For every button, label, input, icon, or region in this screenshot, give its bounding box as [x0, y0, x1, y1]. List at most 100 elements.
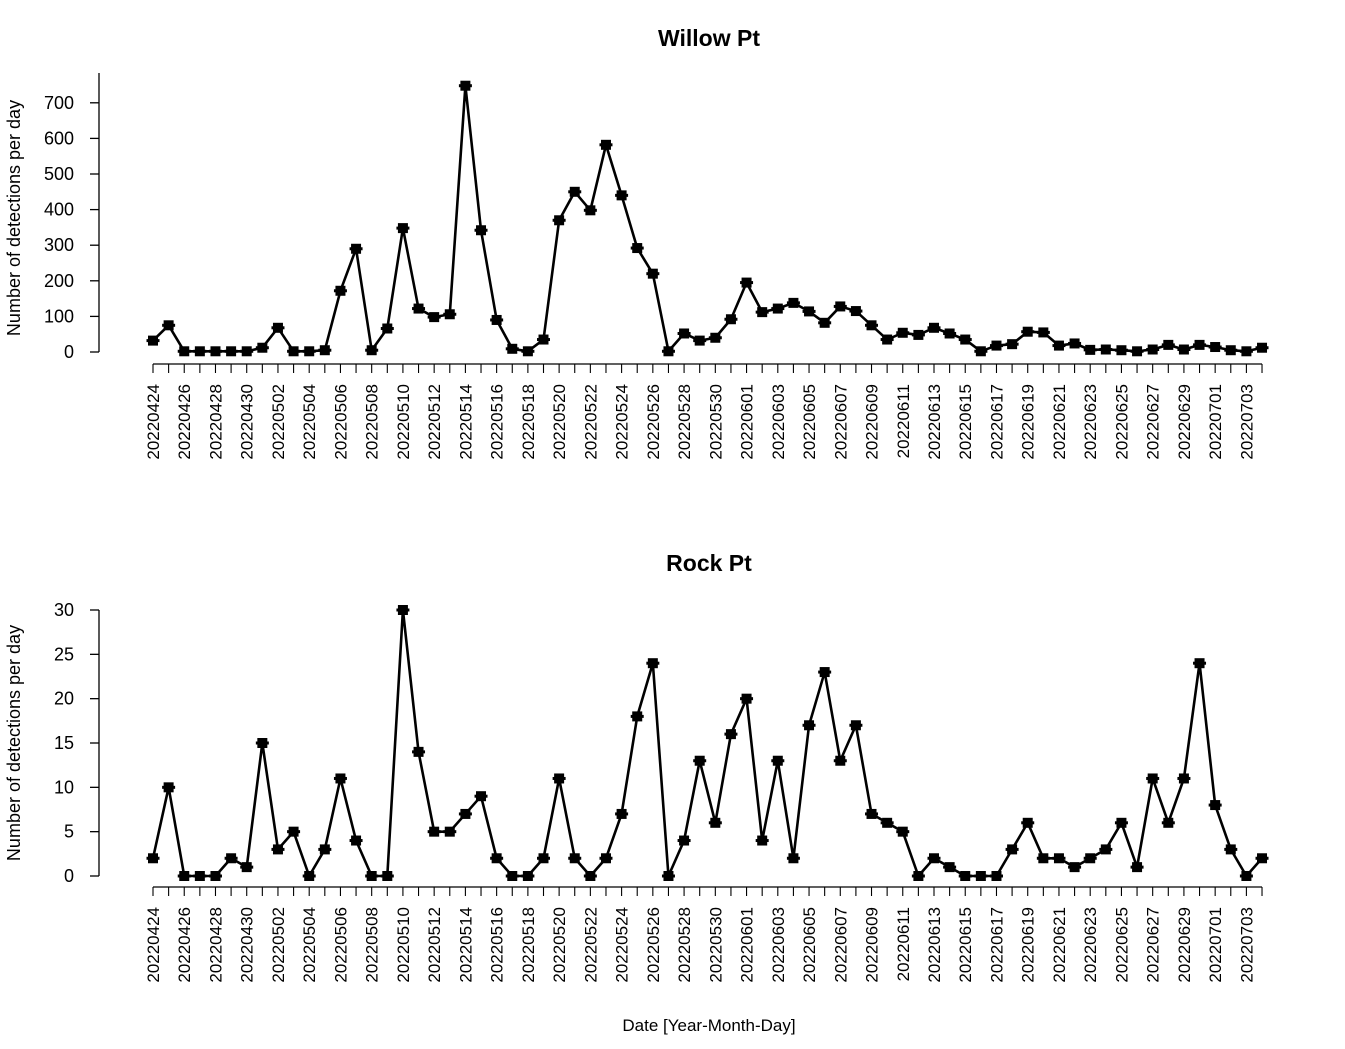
x-tick-label: 20220524 [613, 384, 632, 460]
data-point-cross [989, 874, 1003, 878]
data-point-cross [599, 143, 613, 147]
x-tick-label: 20220528 [675, 384, 694, 460]
x-tick-label: 20220520 [550, 907, 569, 983]
data-point-cross [989, 344, 1003, 348]
x-tick-label: 20220603 [769, 907, 788, 983]
data-point-cross [458, 84, 472, 88]
chart-title: Rock Pt [666, 550, 752, 576]
x-tick-label: 20220424 [144, 384, 163, 460]
x-tick-label: 20220518 [519, 907, 538, 983]
data-point-cross [1130, 865, 1144, 869]
x-tick-label: 20220601 [738, 384, 757, 460]
data-point-cross [287, 830, 301, 834]
x-tick-label: 20220514 [456, 907, 475, 983]
data-point-cross [302, 874, 316, 878]
y-axis-label: Number of detections per day [4, 625, 24, 861]
data-point-cross [1224, 847, 1238, 851]
data-point-cross [661, 874, 675, 878]
x-tick-label: 20220502 [269, 907, 288, 983]
data-point-cross [849, 723, 863, 727]
data-point-cross [865, 812, 879, 816]
data-point-cross [974, 874, 988, 878]
y-tick-label: 20 [54, 689, 74, 709]
data-point-cross [1193, 661, 1207, 665]
y-tick-label: 10 [54, 777, 74, 797]
x-tick-label: 20220428 [206, 907, 225, 983]
y-tick-label: 100 [44, 306, 74, 326]
y-tick-label: 300 [44, 235, 74, 255]
data-point-cross [349, 839, 363, 843]
data-point-cross [193, 874, 207, 878]
data-point-cross [693, 759, 707, 763]
x-tick-label: 20220506 [331, 384, 350, 460]
x-axis-label: Date [Year-Month-Day] [622, 1016, 795, 1035]
data-point-cross [724, 732, 738, 736]
data-point-cross [1052, 856, 1066, 860]
data-point-cross [943, 331, 957, 335]
data-point-cross [833, 304, 847, 308]
x-tick-label: 20220512 [425, 384, 444, 460]
x-tick-label: 20220516 [488, 907, 507, 983]
data-point-cross [802, 309, 816, 313]
data-point-cross [818, 321, 832, 325]
y-tick-label: 500 [44, 164, 74, 184]
data-point-cross [943, 865, 957, 869]
data-point-cross [162, 785, 176, 789]
x-tick-label: 20220619 [1019, 907, 1038, 983]
data-point-cross [271, 326, 285, 330]
data-point-cross [505, 874, 519, 878]
x-tick-label: 20220506 [331, 907, 350, 983]
data-point-cross [786, 856, 800, 860]
x-tick-label: 20220512 [425, 907, 444, 983]
data-point-cross [443, 312, 457, 316]
y-tick-label: 0 [64, 866, 74, 886]
x-tick-label: 20220522 [581, 384, 600, 460]
x-tick-label: 20220703 [1237, 384, 1256, 460]
data-point-cross [537, 338, 550, 342]
data-point-cross [1208, 803, 1222, 807]
data-point-cross [240, 865, 254, 869]
x-tick-label: 20220508 [363, 384, 382, 460]
data-point-cross [1224, 348, 1238, 352]
y-tick-label: 15 [54, 733, 74, 753]
data-point-cross [1193, 343, 1207, 347]
x-tick-label: 20220629 [1175, 907, 1194, 983]
x-tick-label: 20220623 [1081, 907, 1100, 983]
x-tick-label: 20220514 [456, 384, 475, 460]
data-point-cross [583, 874, 597, 878]
data-point-cross [880, 821, 894, 825]
data-point-cross [786, 301, 800, 305]
data-point-cross [333, 776, 347, 780]
chart-panel-1: Willow Pt Number of detections per day 0 10… [4, 25, 1269, 460]
data-point-cross [318, 847, 332, 851]
data-point-cross [615, 193, 629, 197]
x-tick-label: 20220430 [238, 907, 257, 983]
data-point-cross [1083, 348, 1097, 352]
x-tick-label: 20220617 [987, 907, 1006, 983]
data-point-cross [162, 323, 176, 327]
data-point-cross [630, 246, 644, 250]
x-tick-label: 20220703 [1237, 907, 1256, 983]
data-point-cross [1005, 847, 1019, 851]
x-tick-label: 20220526 [644, 384, 663, 460]
data-point-cross [1114, 821, 1128, 825]
data-point-cross [630, 714, 644, 718]
data-point-cross [677, 331, 691, 335]
data-point-cross [974, 349, 988, 353]
x-tick-label: 20220530 [706, 907, 725, 983]
data-point-cross [958, 874, 972, 878]
data-point-cross [1255, 856, 1269, 860]
data-point-cross [490, 856, 504, 860]
data-point-cross [1208, 345, 1222, 349]
data-point-cross [380, 874, 394, 878]
data-point-cross [958, 338, 972, 342]
data-point-cross [1130, 349, 1144, 353]
x-tick-label: 20220520 [550, 384, 569, 460]
data-point-cross [208, 874, 222, 878]
data-point-cross [818, 670, 832, 674]
x-tick-label: 20220617 [987, 384, 1006, 460]
x-tick-label: 20220627 [1144, 384, 1163, 460]
x-tick-label: 20220601 [738, 907, 757, 983]
data-point-cross [146, 339, 160, 343]
